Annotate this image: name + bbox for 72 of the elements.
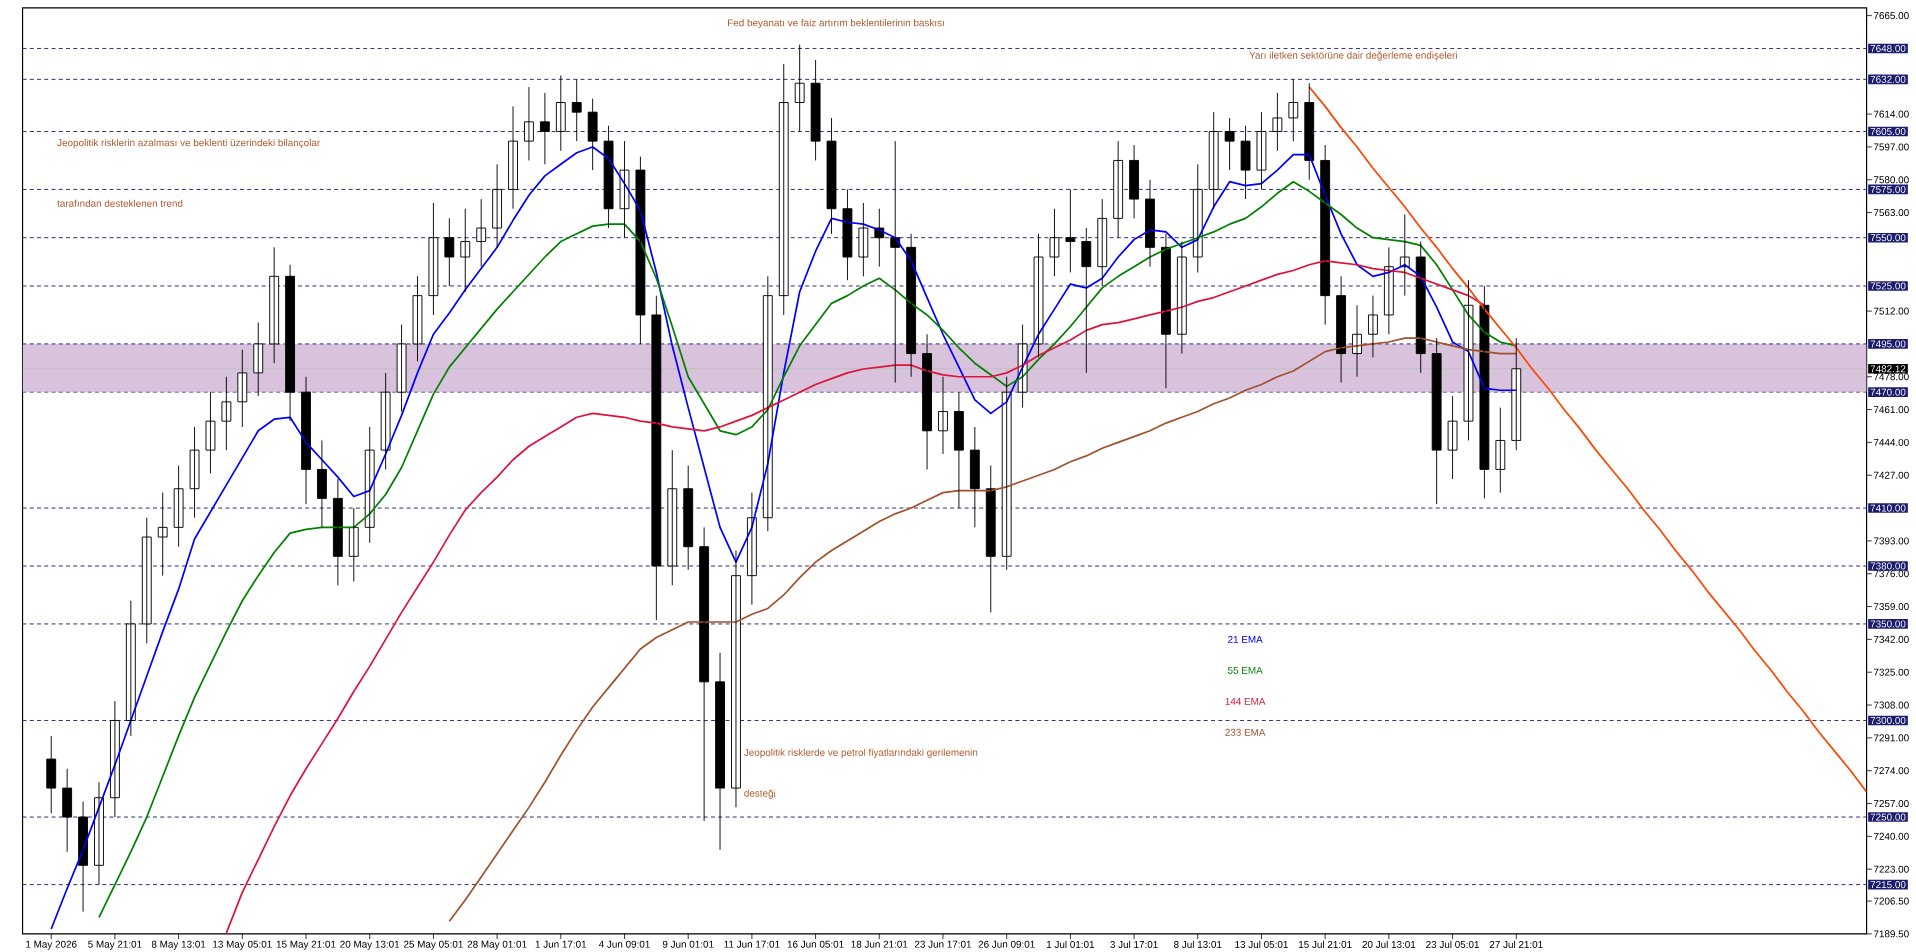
- x-tick-label: 5 May 21:01: [88, 940, 142, 950]
- y-tick-label: 7206.50: [1873, 897, 1909, 905]
- ref-line-label: 7380.00: [1870, 562, 1906, 570]
- annotation: Yarı iletken sektörüne dair değerleme endişeleri: [1249, 51, 1457, 61]
- annotation: tarafından desteklenen trend: [57, 199, 183, 208]
- x-tick-label: 13 Jul 05:01: [1235, 940, 1288, 949]
- x-tick-label: 9 Jun 01:01: [662, 940, 714, 948]
- ref-line-label: 7350.00: [1870, 620, 1906, 628]
- annotation: desteği: [744, 789, 776, 799]
- y-tick-label: 7665.00: [1873, 12, 1909, 20]
- y-tick-label: 7444.00: [1873, 439, 1909, 447]
- ref-line-label: 7495.00: [1870, 340, 1906, 348]
- ref-line-label: 7300.00: [1870, 717, 1906, 725]
- y-tick-label: 7393.00: [1873, 537, 1909, 545]
- x-tick-label: 11 Jun 17:01: [724, 940, 780, 948]
- y-tick-label: 7478.00: [1873, 373, 1909, 381]
- y-tick-label: 7427.00: [1873, 471, 1909, 479]
- x-tick-label: 18 Jun 21:01: [851, 940, 908, 948]
- y-tick-label: 7597.00: [1873, 143, 1909, 151]
- x-tick-label: 3 Jul 17:01: [1110, 940, 1158, 949]
- y-tick-label: 7223.00: [1873, 865, 1909, 873]
- y-tick-label: 7461.00: [1873, 406, 1909, 414]
- y-tick-label: 7274.00: [1873, 767, 1909, 775]
- y-tick-label: 7580.00: [1873, 176, 1909, 184]
- ref-line-label: 7648.00: [1870, 45, 1906, 53]
- x-tick-label: 4 Jun 09:01: [598, 940, 650, 948]
- annotation: Fed beyanatı ve faiz artırım beklentilerinin baskısı: [728, 19, 944, 29]
- y-tick-label: 7376.00: [1873, 570, 1909, 578]
- y-tick-label: 7512.00: [1873, 307, 1909, 315]
- ref-line-label: 7215.00: [1870, 881, 1906, 889]
- x-tick-label: 27 Jul 21:01: [1489, 940, 1543, 949]
- text: 233 EMA: [1225, 728, 1266, 736]
- text: 55 EMA: [1227, 667, 1263, 675]
- ref-line-label: 7632.00: [1870, 76, 1906, 84]
- ref-line-label: 7575.00: [1870, 186, 1906, 194]
- x-tick-label: 25 May 05:01: [403, 940, 463, 950]
- x-tick-label: 28 May 01:01: [467, 940, 527, 950]
- ref-line-label: 7470.00: [1870, 388, 1906, 396]
- x-tick-label: 20 May 13:01: [340, 940, 400, 950]
- text: 21 EMA: [1228, 636, 1263, 644]
- y-tick-label: 7291.00: [1873, 734, 1909, 742]
- text: 144 EMA: [1225, 698, 1266, 705]
- x-tick-label: 1 May 2026: [26, 940, 77, 950]
- y-tick-label: 7359.00: [1873, 603, 1909, 611]
- x-tick-label: 26 Jun 09:01: [978, 940, 1035, 948]
- x-tick-label: 16 Jun 05:01: [787, 940, 844, 948]
- x-tick-label: 15 Jul 21:01: [1298, 940, 1352, 949]
- y-tick-label: 7257.00: [1873, 800, 1909, 808]
- y-tick-label: 7308.00: [1873, 701, 1909, 709]
- ref-line-label: 7482.12: [1870, 365, 1906, 373]
- y-tick-label: 7342.00: [1873, 636, 1909, 644]
- y-tick-label: 7563.00: [1873, 209, 1909, 217]
- x-tick-label: 13 May 05:01: [213, 940, 272, 950]
- x-tick-label: 8 May 13:01: [151, 940, 206, 950]
- x-tick-label: 20 Jul 13:01: [1362, 940, 1416, 949]
- y-tick-label: 7189.50: [1873, 930, 1909, 938]
- x-tick-label: 23 Jun 17:01: [914, 940, 972, 948]
- x-tick-label: 23 Jul 05:01: [1426, 940, 1479, 949]
- ref-line-label: 7410.00: [1870, 504, 1906, 512]
- x-tick-label: 8 Jul 13:01: [1174, 940, 1222, 949]
- ref-line-label: 7250.00: [1870, 813, 1906, 821]
- x-tick-label: 1 Jul 01:01: [1046, 940, 1095, 949]
- y-tick-label: 7240.00: [1873, 833, 1909, 841]
- annotation: Jeopolitik risklerin azalması ve beklenti üzerindeki bilançolar: [57, 139, 320, 149]
- annotation: Jeopolitik risklerde ve petrol fiyatlarındaki gerilemenin: [744, 748, 978, 759]
- y-tick-label: 7614.00: [1873, 110, 1909, 118]
- ref-line-label: 7550.00: [1870, 234, 1906, 242]
- x-tick-label: 1 Jun 17:01: [535, 940, 587, 948]
- ref-line-label: 7525.00: [1870, 282, 1906, 290]
- y-tick-label: 7325.00: [1873, 668, 1909, 676]
- ref-line-label: 7605.00: [1870, 128, 1906, 136]
- x-tick-label: 15 May 21:01: [276, 940, 336, 950]
